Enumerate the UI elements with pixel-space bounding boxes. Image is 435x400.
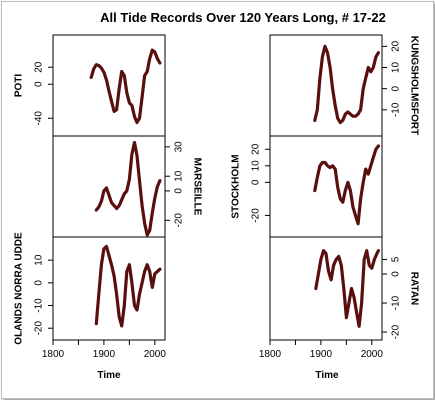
station-label: OLANDS NORRA UDDE [14, 232, 25, 345]
station-label: MARSEILLE [192, 158, 203, 216]
y-tick-label: -20 [34, 321, 45, 336]
y-tick-label: 0 [174, 188, 185, 194]
y-tick-label: -10 [391, 102, 402, 117]
x-tick-label: 2000 [144, 349, 167, 360]
series-line [313, 44, 380, 125]
y-tick-label: 0 [391, 85, 402, 91]
panel-border [269, 236, 383, 341]
y-tick-label: -20 [174, 213, 185, 228]
y-tick-label: 20 [34, 61, 45, 73]
series-line [89, 48, 162, 125]
x-tick-label: 1900 [93, 349, 116, 360]
x-tick-label: 1800 [42, 349, 65, 360]
y-tick-label: -40 [34, 111, 45, 126]
y-tick-label: 20 [251, 143, 262, 155]
y-tick-label: 0 [391, 271, 402, 277]
y-tick-label: 10 [391, 62, 402, 74]
x-tick-label: 1900 [310, 349, 333, 360]
panel-border [52, 236, 166, 341]
panel-kungsholmsfort: -10 0 10 20 KUNGSHOLMSFORT [269, 34, 420, 137]
y-tick-label: 0 [34, 280, 45, 286]
station-label: STOCKHOLM [231, 154, 242, 218]
panel-border [52, 135, 166, 238]
y-tick-label: 20 [391, 40, 402, 52]
y-tick-label: 0 [34, 81, 45, 87]
chart-title: All Tide Records Over 120 Years Long, # … [100, 10, 386, 25]
panel-olands-norra-udde: -20 -10 0 10 OLANDS NORRA UDDE 1800 1900 2000 [14, 232, 167, 360]
station-label: POTI [14, 74, 25, 98]
x-tick-label: 1800 [259, 349, 282, 360]
panel-stockholm: -20 0 10 20 STOCKHOLM [231, 135, 383, 238]
y-tick-label: 10 [174, 170, 185, 182]
y-tick-label: -10 [391, 295, 402, 310]
x-tick-label: 2000 [361, 349, 384, 360]
panel-ratan: -20 -10 0 5 RATAN 1800 1900 2000 [259, 236, 420, 360]
panel-marseille: -20 0 10 30 MARSEILLE [52, 135, 203, 238]
y-tick-label: 30 [174, 141, 185, 153]
y-tick-label: 0 [251, 179, 262, 185]
series-line [313, 144, 380, 226]
panel-border [269, 135, 383, 238]
y-tick-label: -10 [34, 298, 45, 313]
station-label: RATAN [409, 272, 420, 306]
y-tick-label: 5 [391, 256, 402, 262]
series-line [314, 249, 380, 328]
x-axis-label-left: Time [97, 370, 121, 381]
panels: -40 0 20 POTI -20 0 10 30 MARSEILLE -20 -10 0 10 OLAN… [14, 34, 420, 360]
x-axis-label-right: Time [315, 370, 339, 381]
series-line [94, 140, 162, 237]
y-tick-label: -20 [391, 324, 402, 339]
y-tick-label: -20 [251, 208, 262, 223]
series-line [94, 244, 162, 328]
panel-poti: -40 0 20 POTI [14, 34, 166, 137]
y-tick-label: 10 [34, 254, 45, 266]
y-tick-label: 10 [251, 160, 262, 172]
station-label: KUNGSHOLMSFORT [409, 36, 420, 135]
